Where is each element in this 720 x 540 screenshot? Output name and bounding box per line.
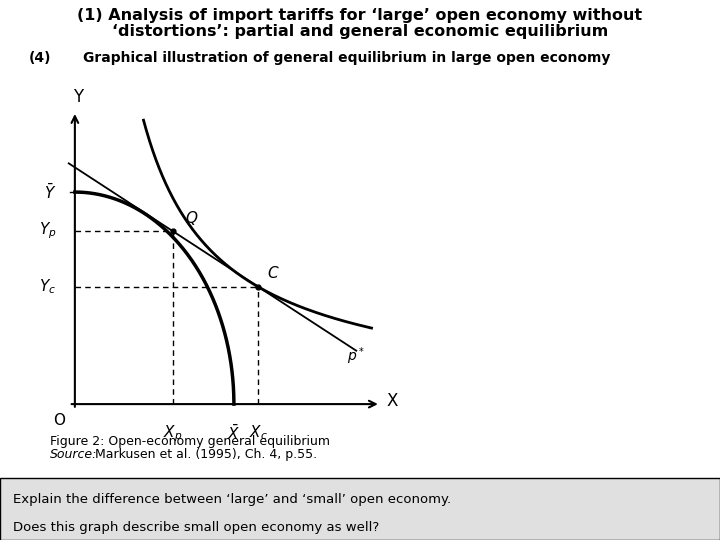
Text: Figure 2: Open-economy general equilibrium: Figure 2: Open-economy general equilibri… (50, 435, 330, 448)
Text: $X_c$: $X_c$ (249, 423, 268, 442)
Text: Y: Y (73, 87, 83, 105)
Text: Graphical illustration of general equilibrium in large open economy: Graphical illustration of general equili… (83, 51, 610, 65)
Text: $\bar{Y}$: $\bar{Y}$ (44, 183, 56, 201)
Text: (1) Analysis of import tariffs for ‘large’ open economy without: (1) Analysis of import tariffs for ‘larg… (78, 8, 642, 23)
Text: $Y_p$: $Y_p$ (39, 221, 56, 241)
Text: (4): (4) (29, 51, 51, 65)
Text: Markusen et al. (1995), Ch. 4, p.55.: Markusen et al. (1995), Ch. 4, p.55. (91, 448, 317, 461)
Text: Q: Q (185, 211, 197, 226)
Text: C: C (268, 266, 278, 281)
Text: Source:: Source: (50, 448, 98, 461)
Text: $\bar{X}$: $\bar{X}$ (228, 423, 240, 443)
Text: $X_p$: $X_p$ (163, 423, 182, 444)
Text: Explain the difference between ‘large’ and ‘small’ open economy.: Explain the difference between ‘large’ a… (13, 494, 451, 507)
Text: $p^*$: $p^*$ (347, 346, 365, 367)
Text: ‘distortions’: partial and general economic equilibrium: ‘distortions’: partial and general econo… (112, 24, 608, 39)
Text: X: X (387, 392, 398, 410)
Text: Does this graph describe small open economy as well?: Does this graph describe small open econ… (13, 522, 379, 535)
Text: $Y_c$: $Y_c$ (40, 278, 56, 296)
Text: O: O (53, 413, 66, 428)
